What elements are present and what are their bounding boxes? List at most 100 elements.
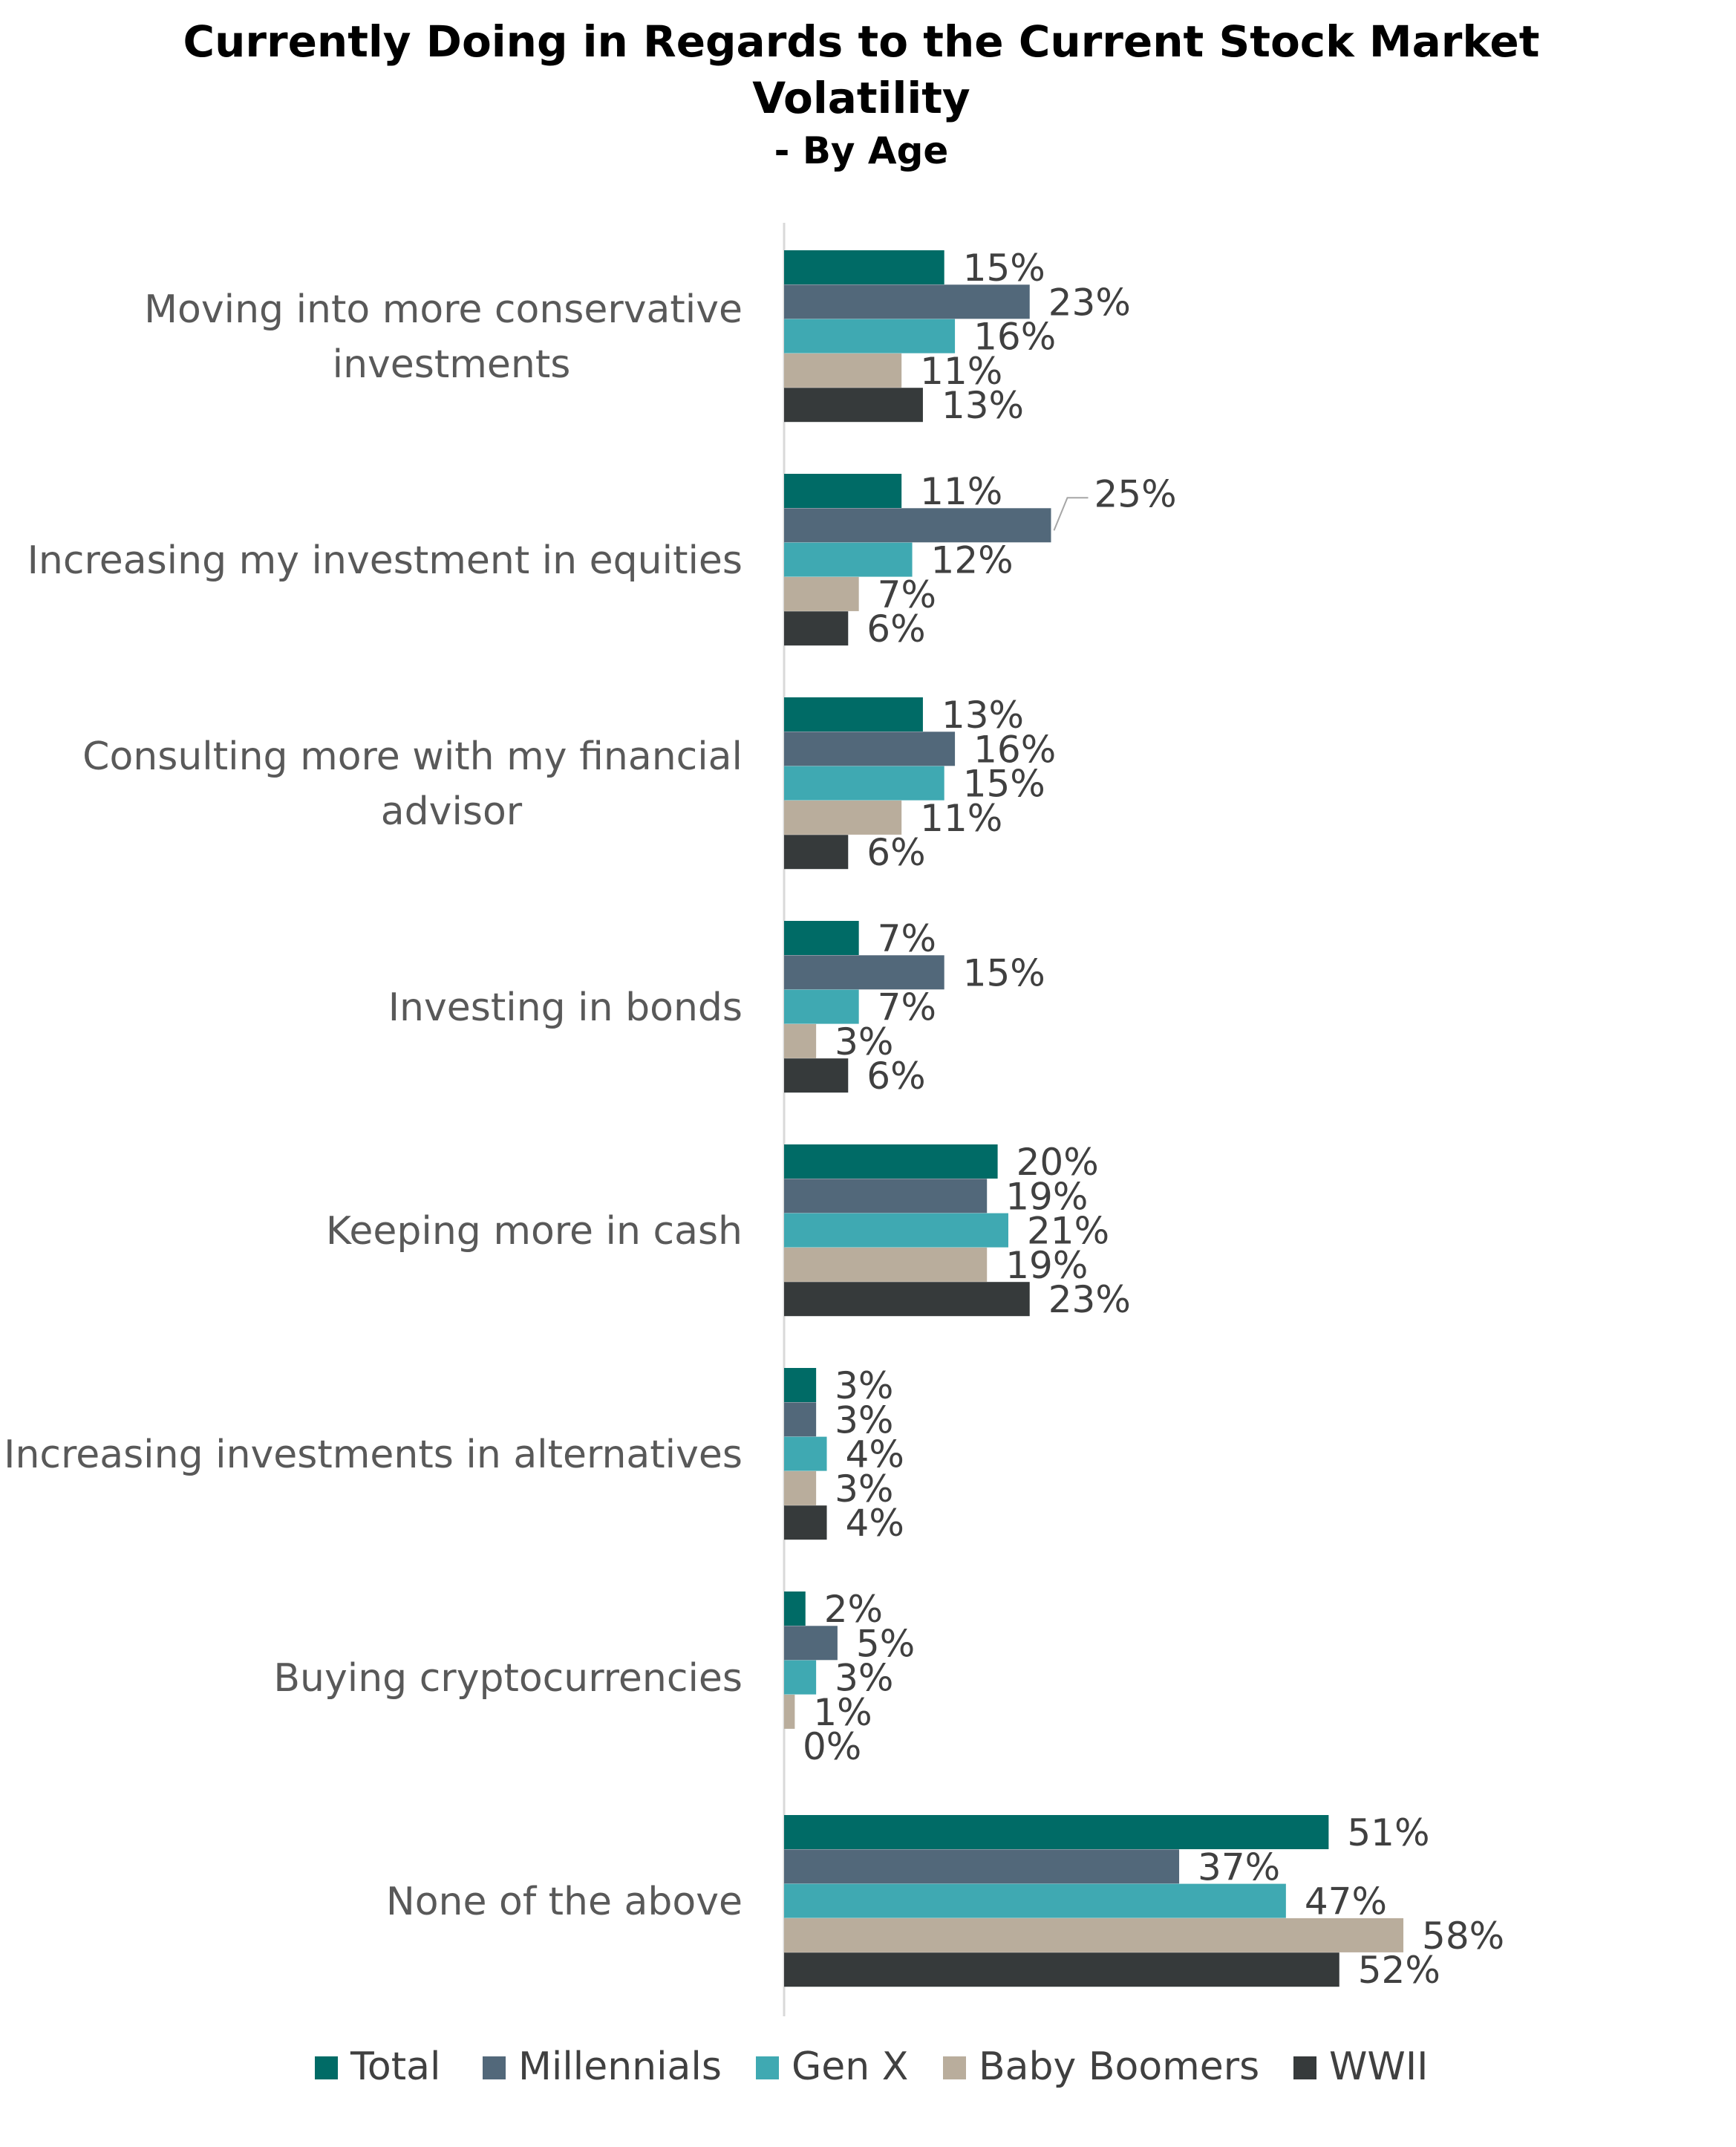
category-label: Buying cryptocurrencies (273, 1656, 743, 1701)
category-label: Increasing my investment in equities (27, 538, 743, 583)
data-label: 19% (1005, 1175, 1088, 1218)
legend-label: WWII (1329, 2045, 1429, 2089)
category-label: Increasing investments in alternatives (4, 1433, 743, 1477)
category-label: investments (333, 342, 571, 387)
data-label: 23% (1048, 1278, 1131, 1321)
bar (784, 1247, 988, 1282)
bar (784, 835, 849, 870)
bar (784, 1282, 1030, 1317)
data-label: 12% (931, 539, 1014, 582)
chart-subtitle: - By Age (774, 129, 949, 172)
data-label: 13% (942, 384, 1024, 427)
data-label: 7% (878, 986, 936, 1029)
category-label: Investing in bonds (388, 985, 743, 1030)
legend-label: Total (350, 2045, 440, 2089)
bar (784, 766, 944, 801)
data-label: 20% (1017, 1141, 1099, 1184)
legend-swatch (483, 2056, 506, 2079)
data-label: 37% (1198, 1845, 1280, 1889)
data-label: 47% (1305, 1880, 1387, 1923)
data-label: 11% (920, 797, 1002, 840)
data-label: 23% (1048, 281, 1131, 324)
bar (784, 353, 902, 388)
bar (784, 1179, 988, 1213)
legend-swatch (943, 2056, 966, 2079)
data-label: 7% (878, 917, 936, 960)
category-label: Keeping more in cash (326, 1209, 743, 1254)
legend-swatch (756, 2056, 779, 2079)
bar (784, 1505, 827, 1540)
data-label: 3% (835, 1020, 893, 1063)
legend: Total Millennials Gen X Baby Boomers WWII (315, 2045, 1429, 2089)
chart-title-line: Currently Doing in Regards to the Curren… (183, 16, 1540, 67)
legend-label: Gen X (792, 2045, 908, 2089)
category-label: Moving into more conservative (144, 287, 743, 332)
bar (784, 1470, 817, 1505)
data-label: 3% (835, 1364, 893, 1407)
bar (784, 1815, 1329, 1849)
bar (784, 542, 913, 577)
bars (784, 250, 1404, 1987)
bar (784, 1591, 806, 1626)
bar (784, 955, 944, 990)
bar (784, 732, 956, 766)
category-label: advisor (381, 789, 523, 834)
bar (784, 989, 859, 1024)
data-label: 6% (867, 831, 925, 874)
bar (784, 1694, 795, 1729)
bar (784, 1952, 1339, 1987)
category-label: Consulting more with my financial (82, 734, 743, 779)
data-label: 3% (835, 1657, 893, 1700)
bar (784, 1402, 817, 1437)
bar (784, 388, 923, 423)
data-label: 7% (878, 573, 936, 616)
bar (784, 1144, 998, 1179)
legend-swatch (315, 2056, 338, 2079)
bar (784, 1436, 827, 1471)
data-label: 11% (920, 350, 1002, 393)
bar (784, 611, 849, 646)
bar (784, 800, 902, 835)
bar (784, 1626, 838, 1661)
category-labels: Moving into more conservative investments… (4, 287, 743, 1924)
data-label: 25% (1094, 472, 1177, 515)
data-label: 19% (1005, 1244, 1088, 1287)
data-label: 21% (1027, 1210, 1109, 1253)
data-label: 0% (803, 1725, 861, 1768)
data-label: 2% (824, 1588, 883, 1631)
data-label: 4% (846, 1502, 904, 1545)
data-label: 13% (942, 694, 1024, 737)
legend-label: Baby Boomers (979, 2045, 1259, 2089)
data-label: 58% (1422, 1915, 1504, 1958)
bar (784, 508, 1051, 543)
data-label: 5% (856, 1622, 915, 1665)
value-labels: 15%23%16%11%13%11% 25%12%7%6%13%16%15%11%… (803, 247, 1504, 1992)
data-label: 15% (963, 951, 1045, 994)
data-label: 16% (973, 728, 1056, 771)
data-label: 6% (867, 607, 925, 651)
data-label: 3% (835, 1398, 893, 1441)
bar (784, 1023, 817, 1058)
bar (784, 697, 923, 732)
chart-title-line: Volatility (752, 73, 970, 123)
data-label: 52% (1358, 1949, 1440, 1992)
bar (784, 474, 902, 508)
bar (784, 1849, 1180, 1884)
chart-title-group: Currently Doing in Regards to the Curren… (183, 16, 1540, 172)
bar (784, 1213, 1008, 1248)
bar (784, 1058, 849, 1093)
data-label: 1% (813, 1691, 872, 1734)
bar (784, 319, 956, 354)
legend-label: Millennials (518, 2045, 722, 2089)
leader-line (1053, 497, 1089, 531)
bar (784, 1883, 1286, 1918)
data-label: 6% (867, 1055, 925, 1098)
bar (784, 1660, 817, 1695)
bar (784, 1918, 1404, 1952)
data-label: 11% (920, 470, 1002, 513)
category-label: None of the above (386, 1880, 743, 1924)
legend-swatch (1293, 2056, 1316, 2079)
bar (784, 576, 859, 611)
data-label: 4% (846, 1433, 904, 1476)
